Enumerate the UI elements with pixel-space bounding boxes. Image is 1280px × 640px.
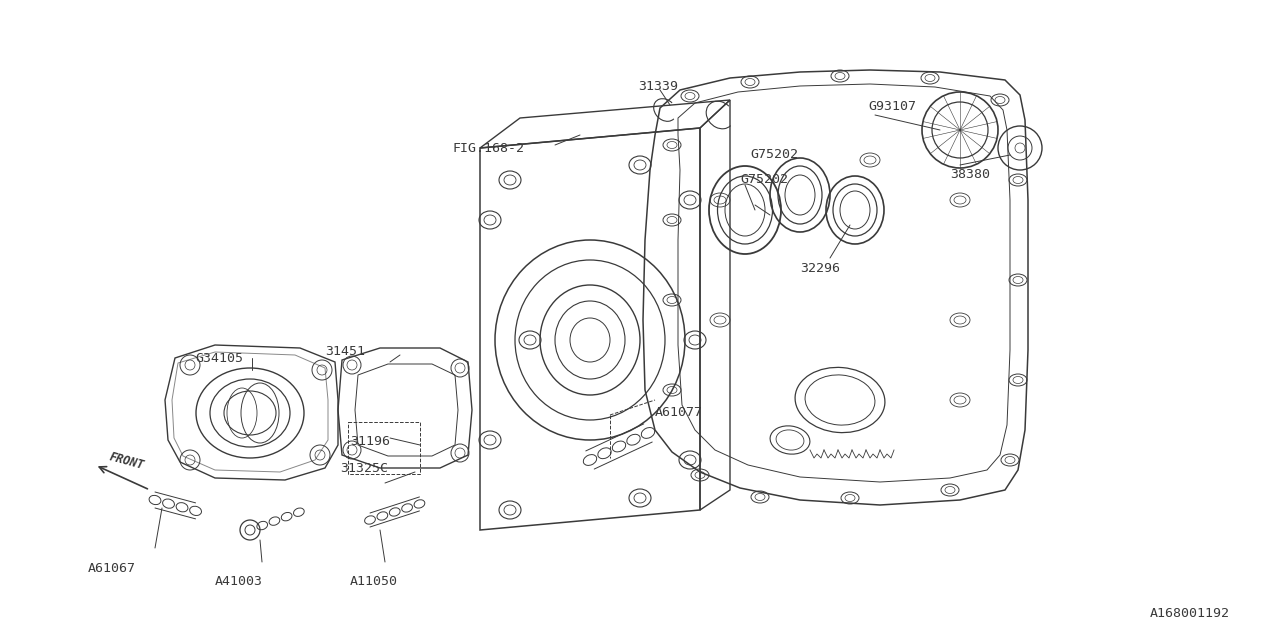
Text: A61077: A61077 [655,406,703,419]
Text: G34105: G34105 [195,352,243,365]
Text: G75202: G75202 [740,173,788,186]
Text: 38380: 38380 [950,168,989,181]
Text: G93107: G93107 [868,100,916,113]
Text: 32296: 32296 [800,262,840,275]
Bar [348,422,420,474]
Text: A41003: A41003 [215,575,262,588]
Text: A61067: A61067 [88,562,136,575]
Text: G75202: G75202 [750,148,797,161]
Text: 31325C: 31325C [340,462,388,475]
Text: 31196: 31196 [349,435,390,448]
Text: FIG.168-2: FIG.168-2 [453,142,525,155]
Text: A168001192: A168001192 [1149,607,1230,620]
Text: A11050: A11050 [349,575,398,588]
Text: FRONT: FRONT [108,450,146,472]
Text: 31451: 31451 [325,345,365,358]
Text: 31339: 31339 [637,80,678,93]
